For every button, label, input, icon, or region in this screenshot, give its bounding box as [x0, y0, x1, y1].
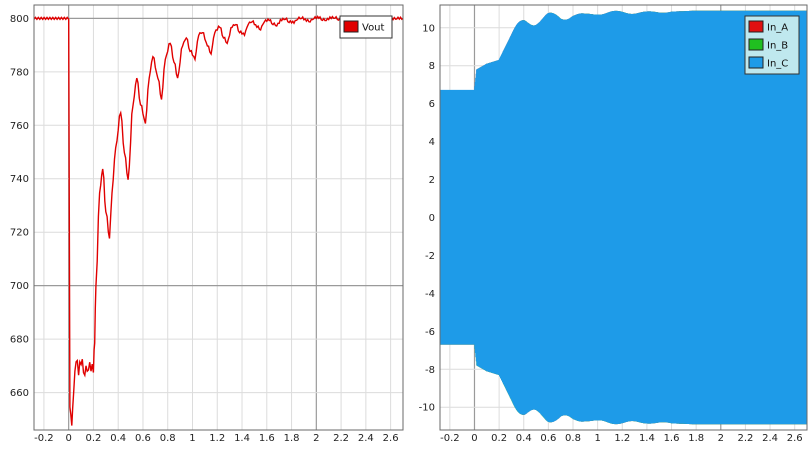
x-tick-label: 2.4 [762, 433, 778, 444]
legend-swatch [748, 56, 764, 69]
x-tick-label: 1.4 [234, 433, 250, 444]
y-tick-label: 720 [10, 228, 29, 239]
y-tick-label: 2 [429, 175, 435, 186]
legend-swatch [748, 38, 764, 51]
x-tick-label: 2 [718, 433, 724, 444]
chart-1: -0.2 0 0.2 0.4 0.6 0.8 1 1.2 1.4 1.6 1.8 2 2.2 2.4 2.6… [10, 4, 404, 444]
x-tick-label: 0.6 [540, 433, 556, 444]
legend-swatch [343, 20, 359, 33]
x-tick-label: 2.2 [737, 433, 753, 444]
legend-swatch [748, 20, 764, 33]
plot-frame [33, 4, 404, 431]
x-tick-label: 2 [313, 433, 319, 444]
legend: In_A In_B In_C [744, 15, 800, 75]
y-tick-label: -2 [425, 251, 435, 262]
x-tick-label: 0.2 [491, 433, 507, 444]
y-tick-label: 4 [429, 137, 435, 148]
x-tick-label: 1.8 [688, 433, 704, 444]
x-tick-label: 0.6 [135, 433, 151, 444]
x-tick-label: 1.4 [639, 433, 655, 444]
y-tick-label: -4 [425, 289, 435, 300]
y-tick-label: 760 [10, 121, 29, 132]
legend-label: Vout [362, 23, 385, 34]
y-tick-label: 680 [10, 335, 29, 346]
x-tick-label: -0.2 [440, 433, 460, 444]
x-tick-label: 0.8 [565, 433, 581, 444]
y-tick-label: 0 [429, 213, 435, 224]
x-tick-label: 1 [594, 433, 600, 444]
y-tick-label: 740 [10, 174, 29, 185]
x-tick-label: 0.4 [516, 433, 532, 444]
x-tick-label: 0.4 [110, 433, 126, 444]
y-tick-label: -8 [425, 365, 435, 376]
legend: Vout [339, 15, 393, 39]
x-tick-label: 1.6 [259, 433, 275, 444]
x-tick-label: 0 [65, 433, 71, 444]
y-tick-label: 8 [429, 61, 435, 72]
y-tick-label: -10 [419, 403, 435, 414]
x-tick-label: 1.6 [664, 433, 680, 444]
x-tick-label: 2.6 [787, 433, 803, 444]
y-tick-label: 780 [10, 67, 29, 78]
x-tick-label: 0.2 [85, 433, 101, 444]
x-tick-label: 2.4 [358, 433, 374, 444]
legend-label: In_A [767, 23, 788, 34]
x-tick-label: 1 [189, 433, 195, 444]
x-tick-label: 2.6 [383, 433, 399, 444]
chart-2: -0.2 0 0.2 0.4 0.6 0.8 1 1.2 1.4 1.6 1.8 2 2.2 2.4 2.6… [419, 4, 808, 444]
x-tick-label: 1.2 [209, 433, 225, 444]
x-tick-label: 2.2 [333, 433, 349, 444]
y-tick-label: 10 [422, 23, 435, 34]
x-tick-label: 0 [471, 433, 477, 444]
y-tick-label: 6 [429, 99, 435, 110]
x-tick-label: 0.8 [160, 433, 176, 444]
plot-frame [439, 4, 808, 431]
y-tick-label: 660 [10, 388, 29, 399]
y-tick-label: -6 [425, 327, 435, 338]
x-tick-label: -0.2 [34, 433, 54, 444]
x-tick-label: 1.8 [284, 433, 300, 444]
x-tick-label: 1.2 [614, 433, 630, 444]
legend-label: In_C [767, 59, 788, 70]
y-tick-label: 700 [10, 281, 29, 292]
y-tick-label: 800 [10, 14, 29, 25]
legend-label: In_B [767, 41, 788, 52]
